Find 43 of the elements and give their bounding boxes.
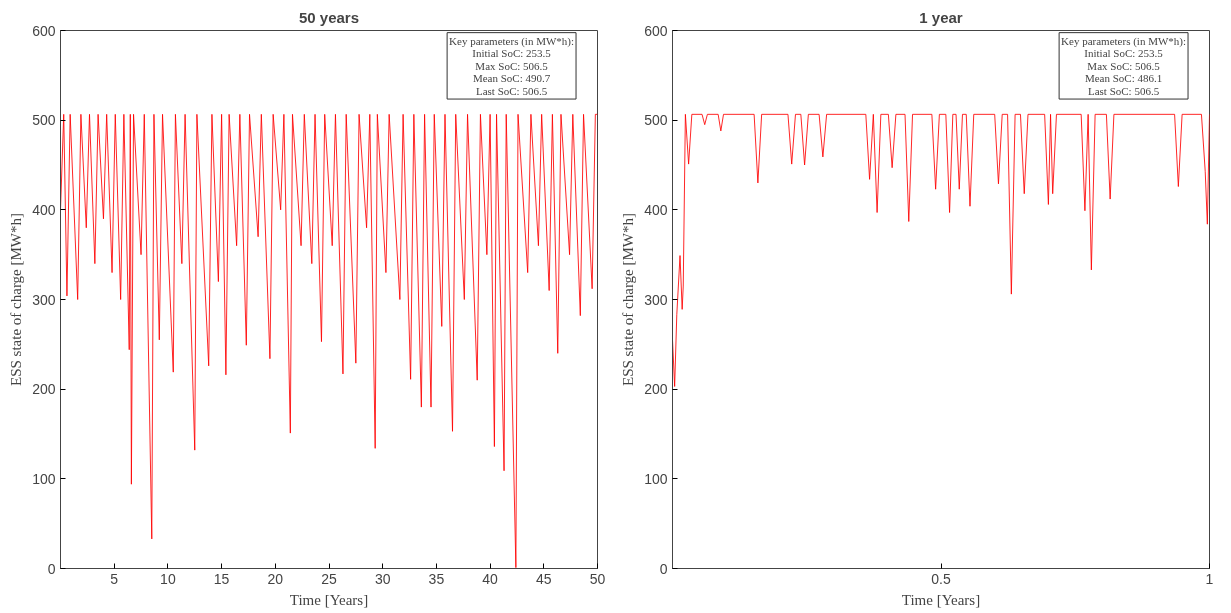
x-tick-label: 10 <box>160 570 176 587</box>
y-tick-label: 600 <box>32 22 56 39</box>
y-tick-label: 0 <box>47 560 56 577</box>
y-tick-label: 100 <box>644 470 668 487</box>
annotation: Max SoC: 506.5 <box>475 59 549 72</box>
y-axis-title: ESS state of charge [MW*h] <box>620 212 637 387</box>
annotation: Last SoC: 506.5 <box>1087 85 1160 98</box>
chart-title: 1 year <box>919 8 963 26</box>
y-tick-label: 400 <box>32 201 56 218</box>
annotation: Key parameters (in MW*h): <box>1061 34 1187 48</box>
x-tick-label: 45 <box>536 570 552 587</box>
x-tick-label: 15 <box>213 570 230 587</box>
x-tick-label: 50 <box>589 570 606 587</box>
x-axis-title: Time [Years] <box>289 591 369 608</box>
annotation: Initial SoC: 253.5 <box>472 47 552 60</box>
y-tick-label: 200 <box>644 381 668 398</box>
line-series <box>672 113 1210 387</box>
annotation: Initial SoC: 253.5 <box>1084 47 1164 60</box>
x-tick-label: 5 <box>110 570 119 587</box>
annotation: Max SoC: 506.5 <box>1087 59 1161 72</box>
y-tick-label: 500 <box>644 112 668 129</box>
annotation: Mean SoC: 486.1 <box>1084 72 1163 85</box>
x-tick-label: 35 <box>428 570 445 587</box>
chart-title: 50 years <box>298 8 360 26</box>
y-tick-label: 300 <box>32 291 56 308</box>
annotation: Mean SoC: 490.7 <box>472 72 551 85</box>
y-tick-label: 100 <box>32 470 56 487</box>
x-tick-label: 20 <box>267 570 284 587</box>
y-tick-label: 0 <box>659 560 668 577</box>
y-axis-title: ESS state of charge [MW*h] <box>8 212 25 387</box>
x-tick-label: 30 <box>374 570 391 587</box>
x-tick-label: 25 <box>321 570 337 587</box>
x-tick-label: 40 <box>482 570 499 587</box>
x-tick-label: 0.5 <box>931 570 951 587</box>
annotation: Key parameters (in MW*h): <box>449 34 575 48</box>
y-tick-label: 200 <box>32 381 56 398</box>
x-tick-label: 1 <box>1205 570 1214 587</box>
y-tick-label: 300 <box>644 291 668 308</box>
annotation: Last SoC: 506.5 <box>475 85 548 98</box>
y-tick-label: 600 <box>644 22 668 39</box>
y-tick-label: 500 <box>32 112 56 129</box>
x-axis-title: Time [Years] <box>901 591 981 608</box>
y-tick-label: 400 <box>644 201 668 218</box>
